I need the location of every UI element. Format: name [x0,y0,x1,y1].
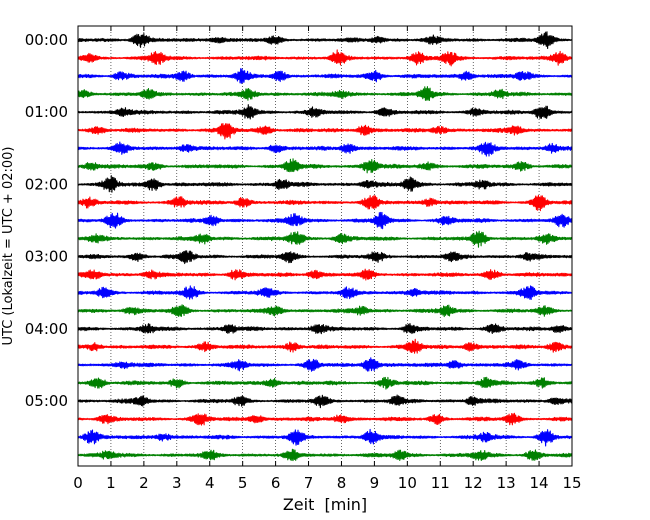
plot-frame [77,25,573,467]
x-tick-label: 0 [73,474,83,492]
trace-line [77,322,573,335]
x-tick-label: 5 [238,474,248,492]
trace-line [77,175,573,193]
trace-line [77,158,573,174]
trace-line [77,194,573,212]
x-tick-label: 10 [398,474,417,492]
x-tick-label: 15 [562,474,581,492]
trace-line [77,357,573,372]
y-tick-label: 02:00 [25,175,68,193]
trace-line [77,250,573,265]
x-tick-label: 11 [431,474,450,492]
trace-line [77,448,573,462]
trace-line [77,68,573,84]
trace-line [77,49,573,67]
trace-line [77,428,573,447]
trace-line [77,304,573,318]
x-tick-label: 4 [205,474,215,492]
x-tick-label: 12 [464,474,483,492]
x-tick-label: 1 [106,474,116,492]
y-tick-label: 00:00 [25,31,68,49]
x-axis-label: Zeit [min] [283,495,367,514]
x-tick-label: 13 [497,474,516,492]
trace-line [77,141,573,157]
seismic-traces [77,31,573,462]
x-tick-label: 7 [304,474,314,492]
x-tick-label: 14 [530,474,549,492]
x-tick-label: 2 [139,474,149,492]
x-tick-label: 3 [172,474,182,492]
y-tick-label: 04:00 [25,320,68,338]
trace-line [77,104,573,120]
trace-line [77,211,573,230]
y-tick-label: 03:00 [25,248,68,266]
axis-ticks: 0 1 2 3 4 5 6 7 8 9 10 11 12 13 14 1500:0001:0002:0003:… [25,26,582,492]
y-tick-label: 05:00 [25,392,68,410]
trace-line [77,86,573,102]
y-tick-label: 01:00 [25,103,68,121]
trace-line [77,338,573,354]
trace-line [77,394,573,409]
x-tick-label: 6 [271,474,281,492]
trace-line [77,230,573,248]
x-tick-label: 8 [337,474,347,492]
trace-line [77,268,573,281]
y-axis-label: UTC (Lokalzeit = UTC + 02:00) [1,147,16,346]
trace-line [77,122,573,140]
trace-line [77,412,573,426]
trace-line [77,376,573,390]
x-tick-label: 9 [370,474,380,492]
trace-line [77,285,573,301]
trace-line [77,31,573,50]
grid-lines [110,26,540,466]
